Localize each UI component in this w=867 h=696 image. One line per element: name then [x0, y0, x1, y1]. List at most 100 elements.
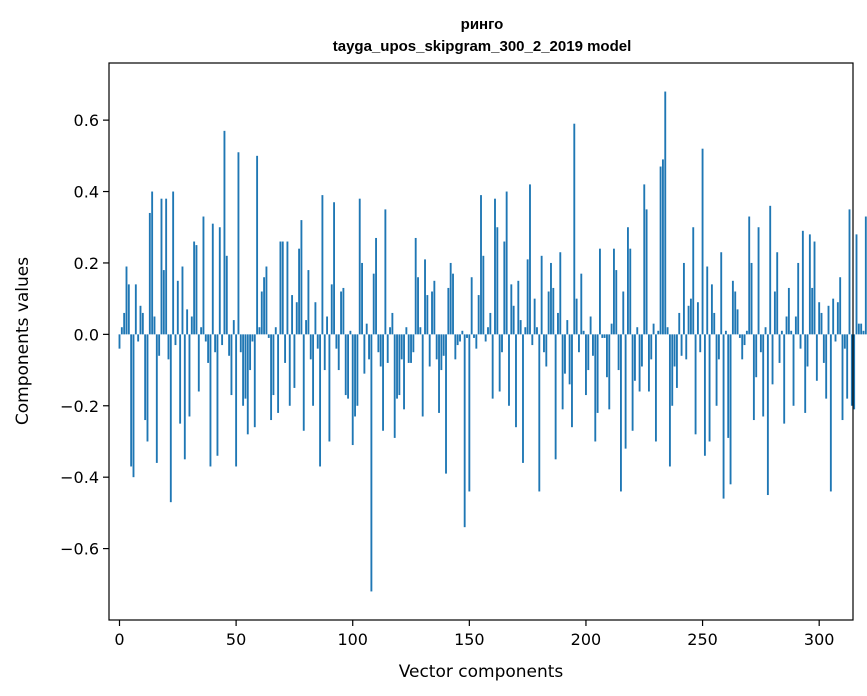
bar	[181, 266, 184, 335]
bar	[470, 277, 473, 335]
bar	[801, 230, 804, 335]
bar	[808, 234, 811, 335]
bar	[263, 277, 266, 335]
bar	[713, 312, 716, 335]
bar	[295, 302, 298, 335]
bar	[529, 184, 531, 335]
bar	[599, 248, 601, 335]
bar	[363, 334, 366, 374]
bar	[300, 220, 303, 335]
bar	[839, 277, 842, 335]
bar	[323, 334, 326, 371]
bar	[596, 334, 599, 413]
bar	[375, 237, 377, 335]
bar	[857, 323, 860, 335]
bar	[144, 334, 147, 421]
bar	[806, 334, 809, 367]
bar	[846, 334, 849, 399]
bar	[531, 334, 534, 346]
bar	[680, 334, 683, 356]
bar	[594, 334, 597, 442]
bar	[601, 334, 604, 338]
bar	[818, 302, 821, 335]
bar	[417, 277, 419, 335]
bar	[244, 334, 247, 399]
bar	[792, 334, 795, 406]
bar	[291, 295, 294, 335]
bar	[246, 334, 249, 435]
bar	[333, 202, 335, 335]
bar	[403, 334, 405, 410]
bar	[230, 334, 233, 396]
bar	[843, 334, 846, 349]
bar	[316, 334, 319, 349]
bar	[762, 334, 765, 417]
bar	[340, 291, 342, 335]
bar	[694, 334, 697, 435]
bar	[286, 241, 289, 335]
bar	[293, 334, 296, 388]
bar	[335, 334, 338, 349]
bar	[393, 334, 396, 438]
bar	[267, 334, 270, 338]
bar	[645, 209, 648, 335]
bar	[216, 334, 219, 456]
bar	[424, 259, 426, 335]
bar	[484, 334, 487, 342]
bar	[606, 334, 608, 378]
bar	[361, 262, 363, 335]
y-tick-label: 0.0	[74, 325, 99, 344]
x-tick-label: 200	[571, 630, 602, 649]
bar	[454, 334, 457, 360]
bar	[783, 334, 786, 424]
bar	[575, 298, 578, 335]
y-tick-label: −0.6	[60, 540, 99, 559]
bar	[827, 305, 830, 335]
bar	[221, 334, 224, 346]
bar	[349, 330, 352, 335]
bar	[692, 227, 695, 335]
bar	[305, 320, 308, 335]
bar	[358, 198, 361, 335]
bar	[610, 323, 613, 335]
bar	[314, 302, 317, 335]
bar	[438, 334, 440, 413]
bar	[836, 302, 839, 335]
bar	[477, 295, 480, 335]
bar	[780, 330, 783, 335]
bar	[207, 334, 210, 363]
bar	[536, 327, 538, 335]
bar	[848, 209, 851, 335]
bar	[232, 320, 235, 335]
bar	[701, 148, 704, 335]
bar	[829, 334, 832, 492]
bar	[615, 270, 618, 335]
bar	[218, 227, 221, 335]
bar	[559, 252, 562, 335]
bar	[419, 327, 422, 335]
bar	[578, 334, 580, 353]
bar	[239, 334, 242, 353]
bar	[328, 334, 331, 442]
bar	[638, 334, 641, 392]
bar	[850, 334, 853, 406]
bar	[260, 291, 263, 335]
bar	[526, 259, 529, 335]
bar	[379, 334, 382, 367]
bar	[668, 334, 671, 467]
bar	[832, 298, 835, 335]
bar	[307, 270, 310, 335]
bar	[463, 334, 466, 528]
bar	[489, 312, 492, 335]
bar	[706, 266, 709, 335]
bar	[468, 334, 471, 492]
bar	[696, 302, 699, 335]
bar	[571, 334, 573, 428]
bar	[137, 334, 140, 342]
bar	[508, 334, 510, 406]
bar	[750, 262, 753, 335]
bar	[445, 334, 447, 474]
bar	[480, 195, 482, 335]
